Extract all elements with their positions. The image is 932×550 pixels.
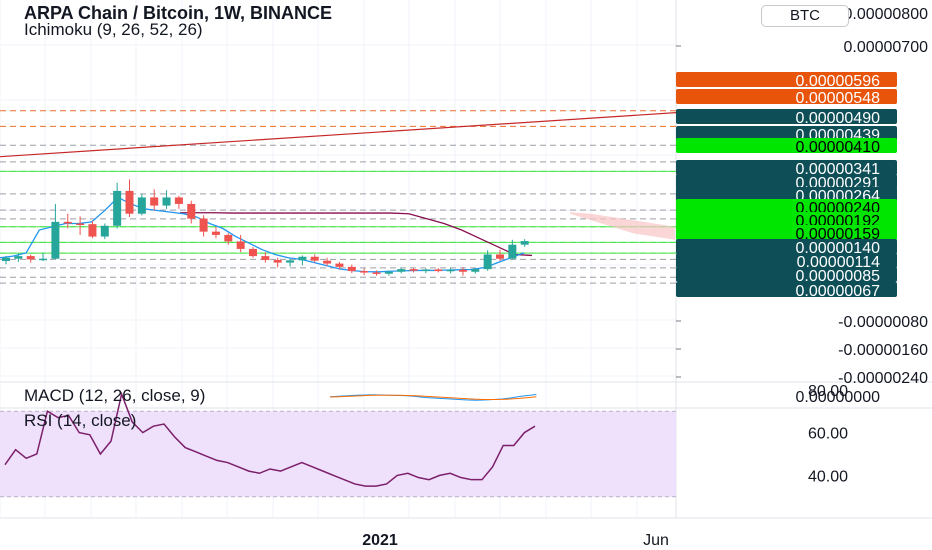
time-axis-label: 2021 — [362, 532, 398, 549]
candle-body — [150, 197, 159, 206]
candle-body — [236, 241, 245, 249]
rsi-axis-label: 60.00 — [808, 426, 848, 443]
rsi-label: RSI (14, close) — [24, 411, 137, 430]
macd-label: MACD (12, 26, close, 9) — [24, 386, 206, 405]
candle-body — [224, 234, 233, 242]
price-axis-label-top: 0.00000800 — [843, 6, 928, 23]
candle-body — [446, 269, 455, 272]
price-level-label-bg — [676, 225, 897, 240]
candle-body — [187, 203, 196, 219]
macd-axis-label: 0.00000000 — [795, 389, 880, 406]
candle-body — [434, 269, 443, 272]
candle-body — [113, 190, 122, 226]
candle-body — [310, 256, 319, 261]
candle-body — [199, 218, 208, 232]
candle-body — [471, 269, 480, 272]
trend-line — [0, 112, 677, 158]
price-level-label: 0.00000140 — [795, 240, 880, 257]
macd-signal-line — [329, 394, 537, 400]
base-line — [180, 212, 533, 257]
price-axis-label: -0.00000080 — [838, 314, 928, 331]
price-axis-label: 0.00000700 — [843, 39, 928, 56]
candle-body — [384, 271, 393, 274]
candle-body — [273, 260, 282, 263]
candle-body — [372, 272, 381, 274]
candle-body — [88, 224, 97, 237]
price-level-label: 0.00000159 — [795, 226, 880, 243]
price-level-label-bg — [676, 239, 897, 254]
candle-body — [261, 256, 270, 261]
candle-body — [14, 256, 23, 259]
price-level-label: 0.00000114 — [797, 254, 880, 271]
price-level-label: 0.00000490 — [795, 110, 880, 127]
price-level-label-bg — [676, 212, 897, 227]
price-level-label-bg — [676, 109, 897, 124]
price-axis-label: -0.00000160 — [838, 342, 928, 359]
price-level-label-bg — [676, 72, 897, 87]
candle-body — [508, 244, 517, 259]
candle-body — [286, 260, 295, 263]
rsi-axis-label: 40.00 — [808, 468, 848, 485]
time-axis-label: Jun — [643, 532, 669, 549]
candle-body — [76, 223, 85, 225]
candle-body — [211, 231, 220, 235]
candle-body — [249, 248, 257, 257]
candle-body — [323, 260, 332, 264]
price-level-label-bg — [676, 253, 897, 268]
candle-body — [520, 241, 529, 245]
rsi-axis-label: 80.00 — [808, 383, 848, 400]
candle-body — [63, 221, 72, 224]
candle-body — [125, 190, 134, 214]
candle-body — [397, 269, 406, 272]
candle-body — [39, 258, 48, 261]
candle-body — [360, 271, 369, 273]
price-level-label: 0.00000341 — [795, 161, 880, 178]
indicator-legend: Ichimoku (9, 26, 52, 26) — [24, 20, 203, 39]
price-level-label-bg — [676, 138, 897, 153]
price-level-label-bg — [676, 282, 897, 297]
price-level-label: 0.00000596 — [795, 73, 880, 90]
candle-body — [51, 221, 60, 259]
price-level-label-bg — [676, 174, 897, 189]
candle-body — [2, 257, 10, 261]
price-axis-label: -0.00000240 — [838, 370, 928, 387]
candle-body — [298, 256, 307, 261]
price-level-label: 0.00000548 — [795, 90, 880, 107]
price-level-label-bg — [676, 267, 897, 282]
candle-body — [174, 197, 183, 204]
candle-body — [421, 269, 430, 271]
currency-badge[interactable]: BTC — [761, 5, 849, 27]
conversion-line — [0, 196, 525, 273]
candle-body — [100, 225, 109, 237]
rsi-band — [0, 411, 676, 497]
price-level-label-bg — [676, 126, 897, 141]
price-level-label: 0.00000067 — [795, 283, 880, 300]
price-level-label-bg — [676, 199, 897, 214]
price-level-label: 0.00000410 — [795, 139, 880, 156]
ichimoku-cloud — [570, 212, 675, 240]
price-level-label-bg — [676, 89, 897, 104]
rsi-line — [4, 391, 536, 487]
candle-body — [409, 269, 418, 271]
candle-body — [162, 197, 171, 206]
candle-body — [483, 254, 492, 270]
candle-body — [26, 256, 35, 260]
candle-body — [137, 197, 146, 214]
candle-body — [458, 269, 467, 272]
candle-body — [496, 254, 504, 259]
price-level-label: 0.00000085 — [795, 268, 880, 285]
price-level-label-bg — [676, 160, 897, 175]
candle-body — [347, 266, 356, 272]
chart-title: ARPA Chain / Bitcoin, 1W, BINANCE — [24, 3, 333, 23]
price-level-label-bg — [676, 187, 897, 202]
candle-body — [335, 263, 344, 267]
